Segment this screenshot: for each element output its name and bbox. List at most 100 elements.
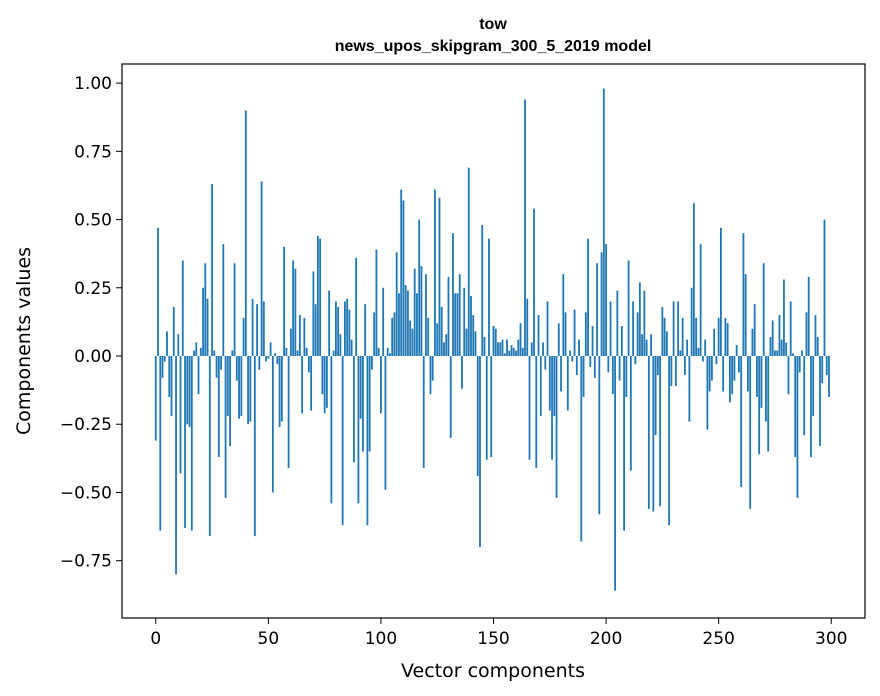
bar	[445, 334, 448, 357]
bar	[690, 287, 693, 357]
bar	[629, 356, 632, 471]
bar	[785, 342, 788, 357]
bar	[542, 342, 544, 357]
bar	[688, 356, 691, 422]
bar	[776, 350, 779, 357]
bar	[695, 317, 698, 357]
bar	[632, 301, 634, 357]
bar	[758, 356, 761, 455]
bar	[467, 167, 470, 357]
bar	[265, 356, 267, 362]
bar	[573, 309, 576, 357]
bar	[733, 356, 736, 381]
bar	[188, 356, 191, 427]
bar	[735, 345, 738, 357]
bar	[551, 356, 553, 460]
bar	[713, 328, 716, 357]
bar	[271, 356, 274, 493]
bar	[465, 328, 468, 357]
bar	[213, 350, 216, 357]
bar	[623, 356, 625, 531]
bar	[391, 317, 394, 357]
bar	[154, 356, 157, 441]
bar	[481, 225, 484, 357]
bar	[805, 312, 808, 357]
bar	[470, 295, 472, 357]
bar	[508, 350, 511, 357]
bar	[674, 356, 677, 387]
bar	[298, 315, 301, 357]
bar	[589, 356, 592, 367]
bar	[683, 356, 686, 376]
bar	[362, 356, 364, 452]
bar	[233, 263, 236, 357]
bar	[494, 328, 497, 357]
bar	[226, 356, 229, 417]
bar	[697, 347, 700, 357]
bar	[792, 353, 794, 357]
bar	[393, 312, 396, 357]
bar	[350, 339, 353, 357]
bar	[756, 356, 758, 397]
bar	[416, 293, 418, 357]
x-axis-ticks: 0 50 100 150 200 250 300	[150, 618, 847, 649]
bar	[506, 339, 508, 357]
bar	[454, 293, 457, 357]
bar	[724, 317, 727, 357]
bar	[744, 274, 747, 357]
bar	[197, 356, 200, 395]
bar	[668, 356, 671, 526]
bar	[740, 356, 743, 488]
bar	[582, 356, 585, 397]
bar	[602, 88, 605, 357]
bar	[479, 356, 481, 548]
bar	[163, 356, 166, 362]
bar	[634, 356, 637, 365]
bar	[280, 356, 283, 422]
bar	[708, 356, 711, 392]
bar	[620, 325, 623, 357]
bar	[274, 353, 277, 357]
plot-frame	[121, 63, 866, 619]
bar	[384, 356, 387, 490]
bar	[524, 99, 526, 357]
bar	[181, 260, 184, 357]
bar	[722, 356, 725, 392]
bar	[159, 356, 162, 531]
bar	[557, 323, 560, 357]
y-tick-label: −0.75	[60, 552, 112, 572]
bar	[560, 356, 562, 392]
bar	[377, 347, 380, 357]
bar	[289, 328, 292, 357]
bar	[488, 238, 490, 357]
bar	[476, 356, 479, 477]
bar	[483, 336, 486, 357]
bar	[681, 317, 684, 357]
bar	[828, 356, 830, 397]
bar	[413, 268, 416, 357]
bar	[452, 233, 454, 357]
bar	[751, 328, 754, 357]
bar	[645, 339, 648, 357]
bar	[364, 304, 367, 357]
bar	[528, 356, 531, 460]
bar	[753, 304, 756, 357]
bar	[157, 227, 159, 357]
bar	[294, 268, 297, 357]
bar	[357, 356, 360, 504]
bar	[220, 356, 222, 370]
bar	[407, 290, 409, 357]
bar	[323, 356, 326, 414]
bar	[443, 342, 445, 357]
bar	[429, 356, 432, 395]
bar	[422, 356, 425, 468]
bar	[195, 342, 198, 357]
bar	[771, 320, 774, 357]
bar	[425, 274, 427, 357]
bar	[526, 298, 529, 357]
bar	[535, 356, 538, 468]
bar	[217, 356, 220, 457]
bar	[769, 336, 772, 357]
bar	[767, 356, 770, 452]
bar	[823, 219, 826, 357]
